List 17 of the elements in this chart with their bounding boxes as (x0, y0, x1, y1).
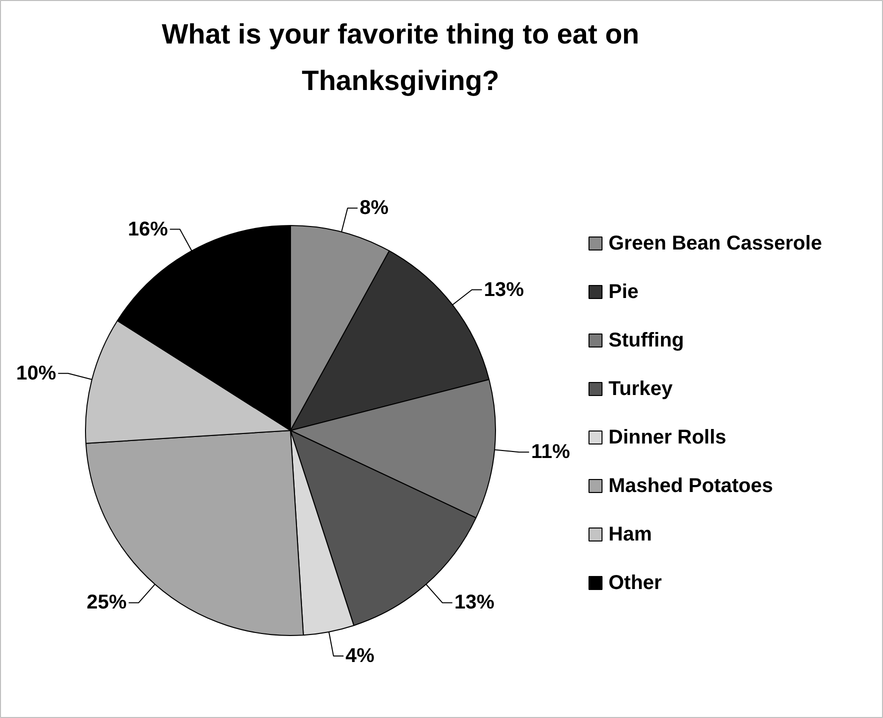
legend-label: Pie (608, 281, 639, 303)
legend-label: Stuffing (608, 330, 684, 352)
data-label: 10% (16, 362, 56, 384)
data-label: 11% (531, 441, 570, 464)
legend-label: Other (608, 572, 662, 594)
data-label: 4% (346, 645, 375, 668)
legend-label: Ham (608, 524, 652, 546)
data-label: 25% (86, 592, 127, 614)
data-label: 13% (454, 592, 495, 614)
data-label: 8% (360, 197, 389, 220)
legend-label: Dinner Rolls (608, 426, 726, 448)
legend-label: Mashed Potatoes (608, 475, 773, 497)
data-label: 13% (484, 278, 524, 301)
legend-label: Turkey (608, 378, 674, 400)
chart-title: What is your favorite thing to eat on Thanksgiving? (162, 18, 640, 96)
legend-label: Green Bean Casserole (608, 232, 822, 254)
data-label: 16% (128, 218, 168, 240)
